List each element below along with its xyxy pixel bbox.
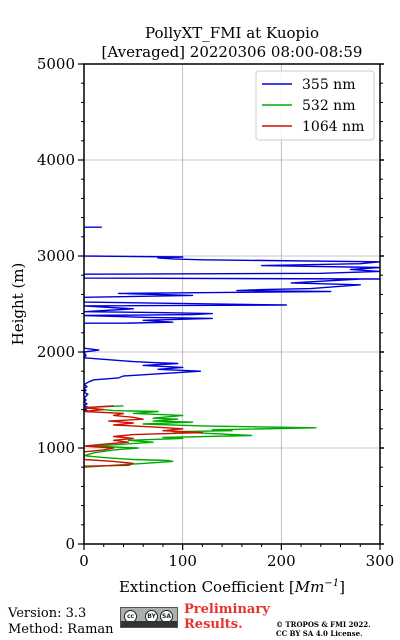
series-line-532-nm <box>84 405 317 468</box>
chart-title: PollyXT_FMI at Kuopio <box>145 24 319 42</box>
copyright-line-2: CC BY SA 4.0 License. <box>276 629 363 638</box>
preliminary-line-1: Preliminary <box>184 602 270 617</box>
y-tick-label: 5000 <box>37 55 75 73</box>
plot-frame <box>83 63 381 545</box>
legend-label-355-nm: 355 nm <box>302 77 355 93</box>
series-line-355-nm <box>84 226 380 413</box>
y-axis-label: Height (m) <box>9 263 27 346</box>
x-tick-label: 200 <box>267 552 296 570</box>
preliminary-note: Preliminary Results. <box>184 602 270 632</box>
y-tick-label: 3000 <box>37 247 75 265</box>
x-axis-label-text: Extinction Coefficient [ <box>119 578 295 596</box>
copyright-line-1: © TROPOS & FMI 2022. <box>276 620 371 629</box>
legend-box <box>255 70 375 141</box>
y-tick-label: 4000 <box>37 151 75 169</box>
footer-info: Version: 3.3 Method: Raman <box>8 606 114 638</box>
cc-by-sa-license-badge: cc BY SA <box>120 607 178 628</box>
x-tick-label: 300 <box>366 552 395 570</box>
preliminary-line-2: Results. <box>184 617 243 632</box>
x-axis-label-end: ] <box>339 578 345 596</box>
x-tick-label: 0 <box>79 552 89 570</box>
copyright-notice: © TROPOS & FMI 2022. CC BY SA 4.0 Licens… <box>276 620 371 638</box>
x-axis-label-unit: Mm <box>294 578 325 596</box>
extinction-profile-chart: PollyXT_FMI at Kuopio [Averaged] 2022030… <box>9 24 395 596</box>
version-text: Version: 3.3 <box>8 606 87 621</box>
series-layer <box>84 226 380 468</box>
chart-subtitle: [Averaged] 20220306 08:00-08:59 <box>102 43 363 61</box>
y-tick-label: 1000 <box>37 439 75 457</box>
legend-label-1064-nm: 1064 nm <box>302 119 364 135</box>
x-tick-label: 100 <box>168 552 197 570</box>
y-tick-label: 0 <box>65 535 75 553</box>
x-axis-label: Extinction Coefficient [Mm−1] <box>119 578 345 596</box>
y-tick-label: 2000 <box>37 343 75 361</box>
method-text: Method: Raman <box>8 622 114 637</box>
cc-badge-band <box>121 621 177 627</box>
series-line-1064-nm <box>84 405 204 467</box>
legend-label-532-nm: 532 nm <box>302 98 355 114</box>
x-axis-label-exp: −1 <box>324 578 339 589</box>
legend: 355 nm 532 nm 1064 nm <box>255 70 375 141</box>
